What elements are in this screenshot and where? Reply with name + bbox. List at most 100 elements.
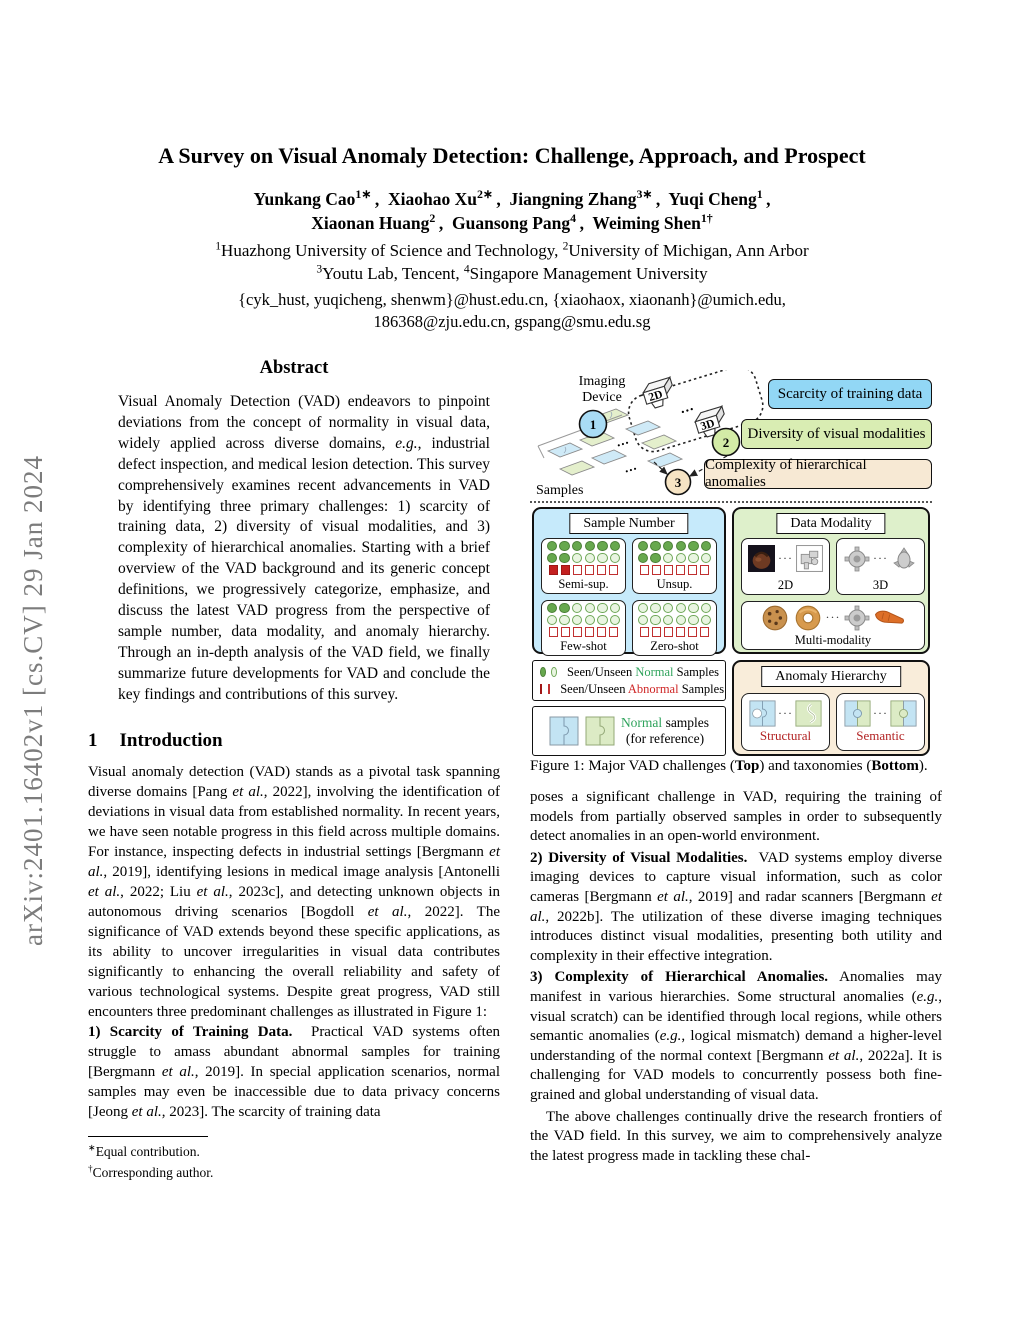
unseen-normal-sample (675, 552, 687, 564)
modality-2d-label: 2D (777, 578, 794, 592)
sample-config-semi-sup: Semi-sup. (541, 538, 626, 594)
sample-config-label: Semi-sup. (558, 577, 609, 591)
sample-glyph-row (547, 626, 620, 638)
section-title: Introduction (119, 730, 223, 751)
samples-bracket-line (537, 414, 623, 447)
step-circle-1: 1 (578, 409, 608, 439)
seen-normal-sample (546, 552, 558, 564)
seen-normal-sample (650, 540, 661, 552)
modality-3d-label: 3D (872, 578, 889, 592)
hazelnut-photo (748, 545, 775, 572)
unseen-abnormal-sample (663, 627, 674, 637)
seen-normal-sample (571, 540, 583, 552)
mesh-gear-model-2 (844, 605, 869, 630)
modality-3d-box: ··· 3D (836, 538, 925, 595)
intro-paragraph-scarcity: 1) Scarcity of Training Data. Practical … (88, 1024, 501, 1120)
unseen-abnormal-sample (699, 627, 710, 637)
samples-label: Samples (536, 483, 583, 498)
legend-abnormal-text: Seen/Unseen Abnormal Samples (560, 681, 725, 696)
unseen-abnormal-sample (584, 627, 595, 637)
arrow-to-step3-left (653, 461, 668, 475)
semantic-label: Semantic (856, 728, 905, 743)
section-number: 1 (88, 730, 98, 751)
footnote-corresponding-author: †Corresponding author. (88, 1163, 214, 1180)
unseen-normal-sample (584, 602, 596, 614)
tiles-ellipsis-1: ··· (614, 435, 631, 453)
unseen-normal-sample (559, 614, 570, 626)
seen-normal-sample (675, 540, 687, 552)
right-paragraph-closing: The above challenges continually drive t… (530, 1108, 942, 1164)
samples-bracket-tick (537, 445, 545, 459)
structural-tile-1 (749, 700, 776, 727)
normal-tile-green (585, 716, 615, 746)
modality-multi-ellipsis: ··· (825, 610, 841, 624)
figure-1: Imaging Device 2D ··· 3D (530, 370, 932, 756)
legend-abnormal-row: Seen/Unseen Abnormal Samples (539, 682, 724, 697)
unseen-normal-sample (637, 602, 649, 614)
section-heading-introduction: 1 Introduction (88, 730, 500, 752)
unseen-abnormal-glyph (547, 684, 550, 694)
sample-glyph-row (636, 614, 712, 626)
affiliation-line-1: 1Huazhong University of Science and Tech… (215, 239, 809, 260)
seen-normal-sample (546, 602, 558, 614)
sample-number-grid: Semi-sup. Unsup. Few-shot Zero-shot (541, 538, 717, 656)
sample-glyph-row (638, 626, 711, 638)
normal-reference-text: Normal samples (for reference) (620, 715, 710, 746)
imaging-device-label-2: Device (582, 390, 622, 405)
unseen-normal-sample (584, 614, 596, 626)
unseen-normal-sample (609, 614, 621, 626)
carrot-image (874, 610, 904, 624)
figure-legend: Seen/Unseen Normal Samples Seen/Unseen A… (532, 660, 726, 701)
unseen-abnormal-sample (608, 627, 619, 637)
right-paragraph-diversity: 2) Diversity of Visual Modalities. VAD s… (530, 849, 942, 964)
unseen-abnormal-sample (639, 565, 650, 575)
sample-number-header: Sample Number (569, 513, 689, 534)
seen-normal-sample (637, 552, 649, 564)
unseen-abnormal-sample (560, 627, 571, 637)
unseen-normal-sample (675, 602, 687, 614)
modality-multi-box: ··· (741, 601, 925, 650)
data-modality-panel: Data Modality ··· (732, 507, 930, 654)
sample-number-panel: Sample Number Semi-sup. Unsup. Few-shot Zer… (532, 507, 726, 656)
normal-tile-blue (549, 716, 579, 746)
seen-normal-sample (584, 540, 596, 552)
semantic-tile-2 (890, 700, 917, 727)
figure1-top-illustration: Imaging Device 2D ··· 3D (536, 370, 764, 498)
right-paragraph-scarcity-cont: poses a significant challenge in VAD, re… (530, 789, 942, 845)
sample-glyph-row (636, 540, 712, 552)
tile-puzzle-seam (563, 446, 567, 454)
sample-glyph-row (638, 564, 711, 576)
unseen-normal-sample (637, 614, 649, 626)
unseen-normal-sample (662, 602, 674, 614)
semantic-tile-1 (844, 700, 871, 727)
seen-normal-sample (637, 540, 649, 552)
unseen-abnormal-sample (675, 565, 686, 575)
sample-glyph-row (545, 552, 621, 564)
cookie-image (762, 605, 787, 630)
bagel-image (795, 605, 820, 630)
unseen-abnormal-sample (639, 627, 650, 637)
seen-normal-glyph (540, 666, 546, 678)
unseen-normal-sample (597, 552, 608, 564)
camera-2d-icon: 2D (641, 375, 673, 409)
paper-title: A Survey on Visual Anomaly Detection: Ch… (158, 143, 866, 168)
sample-config-label: Few-shot (560, 639, 607, 653)
mesh-gear-model (844, 546, 870, 571)
unseen-normal-sample (571, 602, 583, 614)
unseen-abnormal-sample (687, 627, 698, 637)
anomaly-hierarchy-panel: Anomaly Hierarchy ··· Structural (732, 660, 930, 756)
unseen-normal-sample (597, 614, 608, 626)
unseen-abnormal-sample (608, 565, 619, 575)
emails-line-2: 186368@zju.edu.cn, gspang@smu.edu.sg (373, 312, 651, 331)
sample-config-label: Unsup. (656, 577, 693, 591)
unseen-normal-sample (688, 602, 699, 614)
seen-abnormal-sample (560, 565, 571, 575)
seen-normal-sample (597, 540, 608, 552)
seen-normal-sample (559, 552, 570, 564)
sample-config-unsup: Unsup. (632, 538, 717, 594)
unseen-normal-sample (597, 602, 608, 614)
unseen-normal-sample (650, 614, 661, 626)
modality-multi-label: Multi-modality (794, 633, 872, 647)
step-circle-3: 3 (664, 468, 692, 496)
unseen-normal-sample (700, 602, 712, 614)
